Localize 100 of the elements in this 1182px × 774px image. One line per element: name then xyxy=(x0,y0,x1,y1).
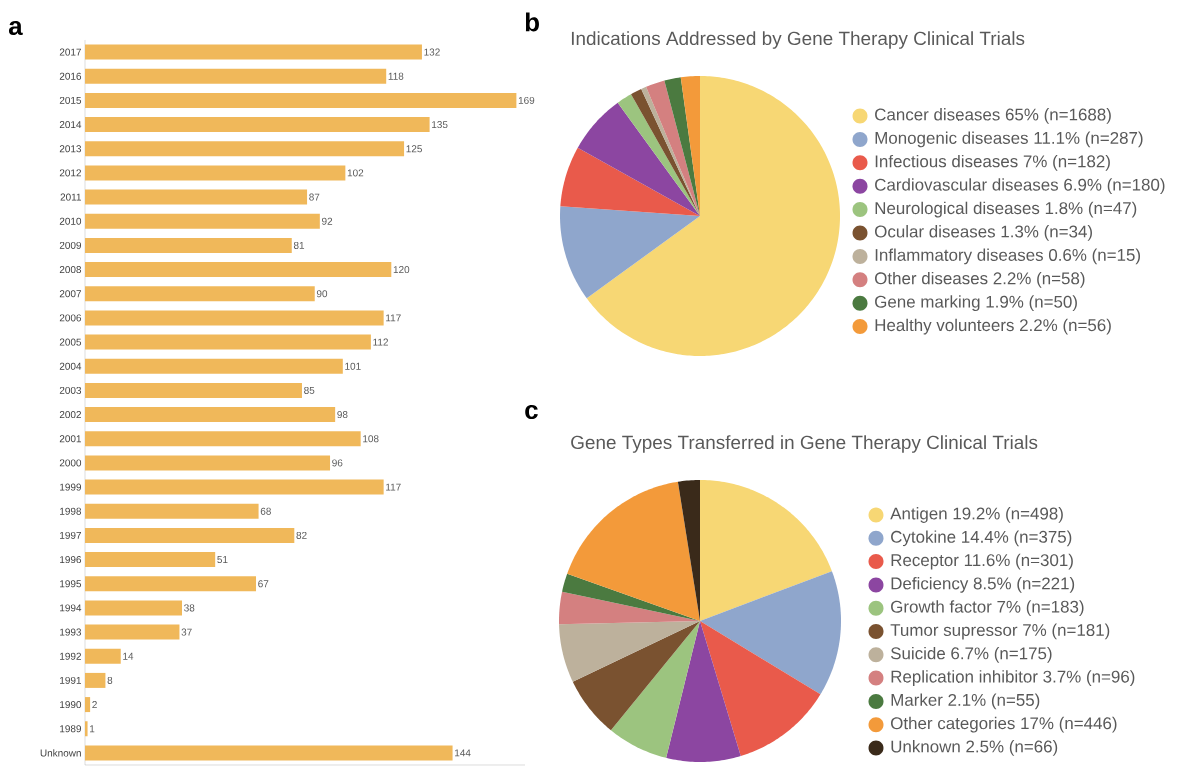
data-label: 117 xyxy=(386,483,401,491)
y-tick-label: 2009 xyxy=(59,241,82,249)
data-label: 98 xyxy=(337,411,348,419)
legend-label: Marker 2.1% (n=55) xyxy=(891,693,1040,710)
legend-label: Monogenic diseases 11.1% (n=287) xyxy=(875,131,1143,148)
data-label: 125 xyxy=(406,145,422,153)
data-label: 37 xyxy=(181,628,192,636)
legend-label: Gene marking 1.9% (n=50) xyxy=(875,295,1077,312)
data-label: 101 xyxy=(345,362,361,370)
bar xyxy=(85,552,216,568)
bar xyxy=(85,527,295,543)
y-tick-label: 2015 xyxy=(59,96,82,104)
y-tick-label: 2001 xyxy=(59,435,82,443)
y-tick-label: 2014 xyxy=(59,121,82,129)
data-label: 8 xyxy=(107,676,113,684)
y-tick-label: 2006 xyxy=(59,314,82,322)
bar xyxy=(85,358,343,374)
y-tick-label: 1990 xyxy=(60,701,82,709)
bar xyxy=(85,92,517,108)
chart-title: Gene Types Transferred in Gene Therapy Clinical Trials xyxy=(571,435,1038,453)
legend-label: Growth factor 7% (n=183) xyxy=(891,600,1084,617)
bar xyxy=(85,213,320,229)
legend-label: Ocular diseases 1.3% (n=34) xyxy=(875,225,1092,241)
bar xyxy=(85,721,88,737)
bar xyxy=(85,237,292,253)
legend-label: Unknown 2.5% (n=66) xyxy=(891,740,1058,756)
data-label: 67 xyxy=(258,580,269,588)
data-label: 92 xyxy=(322,217,333,225)
bar xyxy=(85,624,180,640)
bar xyxy=(85,189,308,205)
y-tick-label: 2000 xyxy=(59,459,82,467)
bar xyxy=(85,455,331,471)
legend-label: Neurological diseases 1.8% (n=47) xyxy=(875,201,1137,218)
data-label: 82 xyxy=(296,531,307,539)
bar xyxy=(85,286,315,302)
legend-label: Deficiency 8.5% (n=221) xyxy=(891,577,1075,593)
bar xyxy=(85,697,91,713)
y-tick-label: 2004 xyxy=(59,362,82,370)
data-label: 132 xyxy=(424,48,440,56)
y-tick-label: 2005 xyxy=(59,338,82,346)
bar xyxy=(85,165,346,181)
bar xyxy=(85,431,361,447)
y-tick-label: 1992 xyxy=(60,652,81,660)
data-label: 135 xyxy=(432,121,448,129)
y-tick-label: 1996 xyxy=(60,556,82,564)
legend-label: Suicide 6.7% (n=175) xyxy=(890,646,1052,663)
y-tick-label: 2008 xyxy=(59,266,82,274)
bar xyxy=(85,310,384,326)
y-tick-label: 1998 xyxy=(60,507,82,515)
y-tick-label: 2011 xyxy=(60,193,82,201)
data-label: 169 xyxy=(518,96,535,104)
data-label: 144 xyxy=(455,749,471,757)
bar xyxy=(85,745,453,761)
bar xyxy=(85,117,430,133)
data-label: 51 xyxy=(217,556,228,564)
data-label: 85 xyxy=(304,386,315,394)
y-tick-label: 2017 xyxy=(59,48,81,56)
bar xyxy=(85,648,121,664)
chart-title: Indications Addressed by Gene Therapy Clinical Trials xyxy=(571,31,1025,49)
y-tick-label: 2012 xyxy=(59,169,81,177)
data-label: 90 xyxy=(316,290,328,298)
text: a xyxy=(8,20,23,36)
y-tick-label: 1993 xyxy=(60,628,82,636)
data-label: 1 xyxy=(90,725,95,733)
data-label: 96 xyxy=(332,459,343,467)
legend-label: Tumor supressor 7% (n=181) xyxy=(890,623,1110,640)
legend-label: Other diseases 2.2% (n=58) xyxy=(875,271,1085,288)
y-tick-label: 2003 xyxy=(59,386,82,394)
y-tick-label: 1994 xyxy=(60,604,82,612)
bar xyxy=(85,600,182,616)
data-label: 120 xyxy=(393,266,410,274)
legend-label: Cancer diseases 65% (n=1688) xyxy=(875,108,1111,124)
bar xyxy=(85,334,371,350)
y-tick-label: 2010 xyxy=(59,217,82,225)
y-tick-label: 2013 xyxy=(59,145,82,153)
legend-label: Cytokine 14.4% (n=375) xyxy=(891,530,1072,547)
legend-label: Replication inhibitor 3.7% (n=96) xyxy=(891,670,1135,686)
data-label: 102 xyxy=(347,169,364,177)
y-tick-label: 1997 xyxy=(60,531,81,539)
y-tick-label: 2007 xyxy=(59,290,81,298)
data-label: 87 xyxy=(309,193,320,201)
bar xyxy=(85,382,302,398)
legend-label: Other categories 17% (n=446) xyxy=(891,716,1117,733)
y-tick-label: 1999 xyxy=(60,483,82,491)
y-tick-label: 1995 xyxy=(60,580,82,588)
legend-label: Infectious diseases 7% (n=182) xyxy=(875,154,1110,171)
bar xyxy=(85,672,106,688)
bar xyxy=(85,503,259,519)
text: b xyxy=(525,12,539,32)
bar xyxy=(85,407,336,423)
y-tick-label: 1991 xyxy=(60,676,82,684)
y-tick-label: 2016 xyxy=(59,72,82,80)
bar xyxy=(85,68,387,84)
bar xyxy=(85,576,257,592)
data-label: 2 xyxy=(92,701,97,709)
data-label: 68 xyxy=(260,507,271,515)
data-label: 81 xyxy=(293,241,305,249)
bar xyxy=(85,479,384,495)
data-label: 112 xyxy=(373,338,388,346)
data-label: 118 xyxy=(388,72,404,80)
